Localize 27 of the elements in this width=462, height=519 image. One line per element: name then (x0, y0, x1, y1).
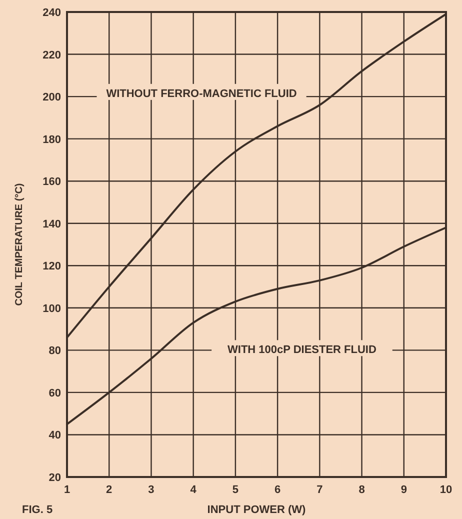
y-tick-label: 60 (48, 387, 61, 400)
y-tick-label: 200 (42, 92, 61, 104)
x-tick-label: 8 (358, 484, 365, 496)
y-tick-label: 40 (48, 430, 61, 442)
x-tick-label: 4 (190, 484, 198, 496)
x-tick-label: 5 (232, 484, 239, 496)
y-tick-label: 240 (42, 7, 61, 19)
x-tick-label: 7 (316, 484, 323, 496)
caption: FIG. 5 (22, 504, 53, 516)
y-axis-title: COIL TEMPERATURE (°C) (14, 183, 25, 306)
y-tick-label: 100 (42, 302, 61, 315)
y-tick-label: 160 (42, 176, 61, 188)
y-tick-label: 180 (42, 134, 61, 146)
annotation: WITH 100cP DIESTER FLUID (228, 344, 376, 356)
x-axis-title: INPUT POWER (W) (207, 504, 306, 516)
y-tick-label: 80 (48, 345, 61, 358)
y-tick-label: 220 (42, 49, 61, 62)
x-tick-label: 10 (440, 484, 452, 496)
y-tick-label: 120 (42, 260, 61, 273)
x-tick-label: 6 (274, 484, 281, 496)
x-tick-label: 1 (64, 484, 70, 496)
x-tick-label: 9 (400, 484, 407, 496)
x-tick-label: 2 (106, 484, 112, 496)
y-tick-label: 140 (42, 218, 61, 230)
y-tick-label: 20 (48, 472, 61, 484)
annotation: WITHOUT FERRO-MAGNETIC FLUID (106, 88, 297, 100)
x-tick-label: 3 (148, 484, 154, 496)
